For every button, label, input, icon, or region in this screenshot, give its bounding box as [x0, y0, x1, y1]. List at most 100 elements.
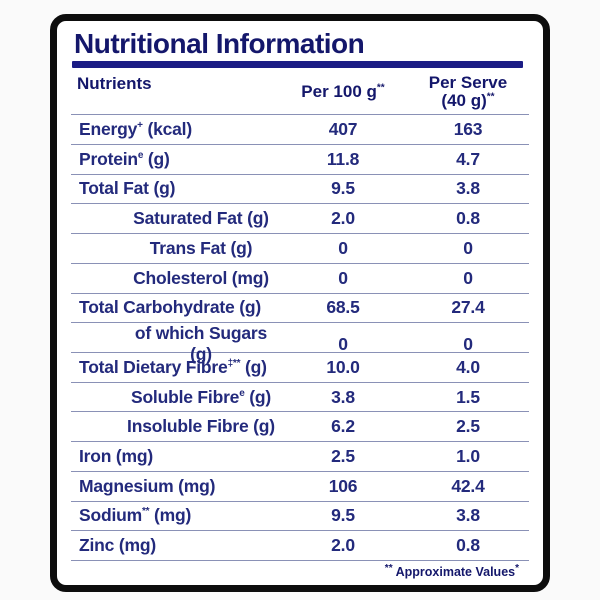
nutrient-name: Zinc: [79, 535, 115, 556]
table-row: Trans Fat (g) 0 0: [71, 234, 529, 264]
per-serve-value: 3.8: [456, 178, 480, 199]
nutrient-label: Iron (mg): [71, 446, 279, 467]
table-header-row: Nutrients Per 100 g** Per Serve (40 g)**: [71, 71, 529, 116]
nutrient-label: Total Fat (g): [71, 178, 279, 199]
nutrient-unit: (kcal): [142, 119, 192, 140]
per-serve-value: 2.5: [456, 416, 480, 437]
per-serve-value: 42.4: [451, 475, 485, 496]
footnote-trailing-mark: *: [515, 562, 519, 574]
table-row: Total Carbohydrate (g) 68.5 27.4: [71, 294, 529, 324]
per-100g-value: 106: [328, 475, 358, 496]
per-100g-value: 407: [328, 119, 358, 140]
nutrient-label: Sodium** (mg): [71, 505, 279, 526]
nutrient-label: Saturated Fat (g): [71, 208, 279, 229]
nutrient-footnote-mark: **: [141, 506, 150, 518]
nutrient-footnote-mark: e: [239, 387, 245, 399]
page-title: Nutritional Information: [74, 28, 365, 59]
nutrient-label: of which Sugars (g): [71, 323, 279, 365]
per-serve-value: 1.5: [456, 386, 480, 407]
table-row: Iron (mg) 2.5 1.0: [71, 442, 529, 472]
per-serve-value: 0: [463, 267, 473, 288]
nutrient-name: Total Fat: [79, 178, 149, 199]
per-100g-value: 10.0: [326, 356, 360, 377]
per-serve-value: 1.0: [456, 445, 480, 466]
nutrient-label: Total Carbohydrate (g): [71, 297, 279, 318]
per-100g-value: 0: [338, 267, 348, 288]
per-100g-value: 0: [338, 333, 348, 354]
per-serve-text-line1: Per Serve: [428, 72, 508, 92]
nutrient-label: Energy+ (kcal): [71, 119, 279, 140]
table-row: Energy+ (kcal) 407 163: [71, 115, 529, 145]
nutrient-name: Protein: [79, 148, 138, 169]
nutrient-unit: (g): [234, 297, 261, 318]
per-100g-value: 0: [338, 237, 348, 258]
per-100g-value: 2.0: [331, 535, 355, 556]
table-row: Soluble Fibree (g) 3.8 1.5: [71, 383, 529, 413]
nutrient-label: Total Dietary Fibre‡** (g): [71, 357, 279, 378]
title-underline: [72, 61, 523, 69]
per-100g-value: 3.8: [331, 386, 355, 407]
nutrient-unit: (g): [190, 344, 212, 365]
table-row: Magnesium (mg) 106 42.4: [71, 472, 529, 502]
per-100g-value: 6.2: [331, 416, 355, 437]
nutrient-name: Sodium: [79, 505, 142, 526]
table-row: Saturated Fat (g) 2.0 0.8: [71, 204, 529, 235]
nutrient-footnote-mark: +: [137, 120, 143, 132]
nutrient-name: Insoluble Fibre: [127, 416, 249, 437]
column-header-per-serve: Per Serve (40 g)**: [407, 72, 529, 111]
table-row: Total Dietary Fibre‡** (g) 10.0 4.0: [71, 353, 529, 383]
nutrient-name: Trans Fat: [149, 237, 226, 258]
nutrient-name: Saturated Fat: [133, 208, 243, 229]
per-serve-value: 4.7: [456, 148, 480, 169]
per-serve-value: 0: [463, 333, 473, 354]
nutrient-footnote-mark: e: [137, 149, 144, 161]
nutrient-label: Soluble Fibree (g): [71, 387, 279, 408]
nutrient-name: Cholesterol: [133, 267, 228, 288]
per-100g-footnote-mark: **: [376, 82, 385, 94]
nutrient-unit: (g): [248, 416, 275, 437]
nutrient-label: Magnesium (mg): [71, 476, 279, 497]
nutrient-unit: (g): [143, 148, 170, 169]
per-100g-value: 2.5: [331, 445, 355, 466]
nutrient-unit: (g): [240, 356, 267, 377]
per-100g-value: 2.0: [331, 208, 355, 229]
per-serve-footnote-mark: **: [486, 91, 495, 103]
nutrient-name: Soluble Fibre: [130, 386, 240, 407]
table-rows-container: Energy+ (kcal) 407 163 Proteine (g) 11.8…: [71, 115, 529, 561]
nutrient-unit: (mg): [111, 445, 154, 466]
per-100g-value: 68.5: [326, 297, 360, 318]
table-row: Insoluble Fibre (g) 6.2 2.5: [71, 412, 529, 443]
per-100g-value: 11.8: [326, 148, 360, 169]
table-row: Zinc (mg) 2.0 0.8: [71, 531, 529, 561]
nutrient-name: Total Dietary Fibre: [79, 356, 228, 377]
nutrient-name: of which Sugars: [134, 323, 268, 344]
approximate-values-footnote: ** Approximate Values*: [71, 561, 529, 581]
footnote-leading-mark: **: [384, 562, 393, 574]
nutrient-unit: (mg): [114, 535, 156, 556]
table-row: Proteine (g) 11.8 4.7: [71, 145, 529, 175]
per-serve-value: 27.4: [451, 297, 485, 318]
table-row: of which Sugars (g) 0 0: [71, 323, 529, 364]
table-row: Total Fat (g) 9.5 3.8: [71, 175, 529, 205]
per-serve-value: 3.8: [456, 505, 480, 526]
nutrient-unit: (g): [242, 208, 269, 229]
serve-size-text: (40 g): [441, 91, 487, 111]
nutrient-name: Energy: [79, 119, 138, 140]
nutrient-unit: (mg): [227, 267, 269, 288]
nutrient-unit: (g): [148, 178, 176, 199]
nutrient-unit: (mg): [149, 505, 192, 526]
column-header-nutrients: Nutrients: [77, 74, 152, 94]
nutrient-unit: (g): [225, 237, 253, 258]
nutrient-label: Cholesterol (mg): [71, 268, 279, 289]
nutrient-footnote-mark: ‡**: [227, 357, 241, 369]
nutrient-label: Zinc (mg): [71, 535, 279, 556]
per-100g-value: 9.5: [331, 505, 355, 526]
nutrient-name: Total Carbohydrate: [79, 297, 235, 318]
per-serve-text-line2: (40 g)**: [407, 91, 529, 111]
per-serve-value: 4.0: [456, 356, 480, 377]
per-100g-text: Per 100 g: [301, 81, 377, 101]
per-100g-value: 9.5: [331, 178, 355, 199]
nutrient-unit: (mg): [173, 475, 216, 496]
footnote-text: Approximate Values: [392, 565, 516, 579]
